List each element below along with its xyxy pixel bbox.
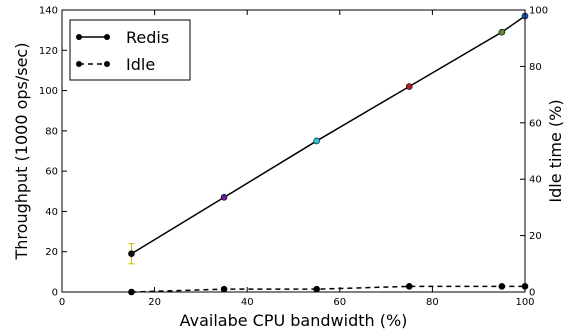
y-left-tick-label: 20 [45, 247, 58, 258]
x-tick-label: 20 [148, 297, 161, 308]
y-right-tick-label: 0 [529, 288, 535, 299]
x-tick-label: 40 [241, 297, 254, 308]
data-point-idle [313, 285, 320, 293]
x-tick-label: 0 [59, 297, 65, 308]
data-point-idle [498, 283, 506, 290]
y-right-tick-label: 80 [529, 62, 542, 73]
y-axis-left-title: Throughput (1000 ops/sec) [12, 43, 31, 261]
series-line-idle [131, 285, 525, 293]
data-point-idle [405, 283, 413, 290]
legend-box [69, 19, 191, 81]
y-left-tick-label: 80 [45, 126, 58, 137]
legend: Redis Idle [69, 19, 191, 81]
plot-frame [61, 9, 526, 293]
y-right-tick-label: 100 [529, 6, 548, 17]
y-left-tick-label: 100 [39, 86, 58, 97]
legend-marker-redis [76, 34, 82, 40]
legend-marker-idle [76, 61, 82, 67]
data-point-idle [220, 285, 228, 293]
y-axis-right-title: Idle time (%) [546, 99, 565, 202]
y-right-tick-label: 60 [529, 118, 542, 129]
series-line-redis [131, 15, 526, 255]
legend-entry-redis: Redis [76, 28, 169, 47]
data-point-redis [498, 28, 506, 36]
legend-marker-idle [104, 61, 110, 67]
legend-label-redis: Redis [126, 28, 169, 47]
data-point-redis [313, 137, 320, 145]
y-left-tick-label: 60 [45, 167, 58, 178]
series-layer [128, 12, 529, 296]
x-tick-label: 100 [515, 297, 534, 308]
x-tick-label: 60 [333, 297, 346, 308]
y-left-tick-label: 120 [39, 46, 58, 57]
legend-label-idle: Idle [126, 55, 155, 74]
y-right-tick-label: 40 [529, 175, 542, 186]
legend-entry-idle: Idle [76, 55, 155, 74]
legend-marker-redis [104, 34, 110, 40]
x-axis-title: Availabe CPU bandwidth (%) [180, 311, 408, 330]
series-redis [128, 12, 529, 265]
data-point-redis [128, 250, 135, 258]
series-idle [128, 283, 529, 296]
y-left-tick-label: 0 [52, 288, 58, 299]
y-left-tick-label: 140 [39, 6, 58, 17]
data-point-redis [220, 194, 228, 201]
y-right-tick-label: 20 [529, 231, 542, 242]
x-tick-label: 80 [426, 297, 439, 308]
data-point-redis [405, 83, 413, 90]
y-left-tick-label: 40 [45, 207, 58, 218]
